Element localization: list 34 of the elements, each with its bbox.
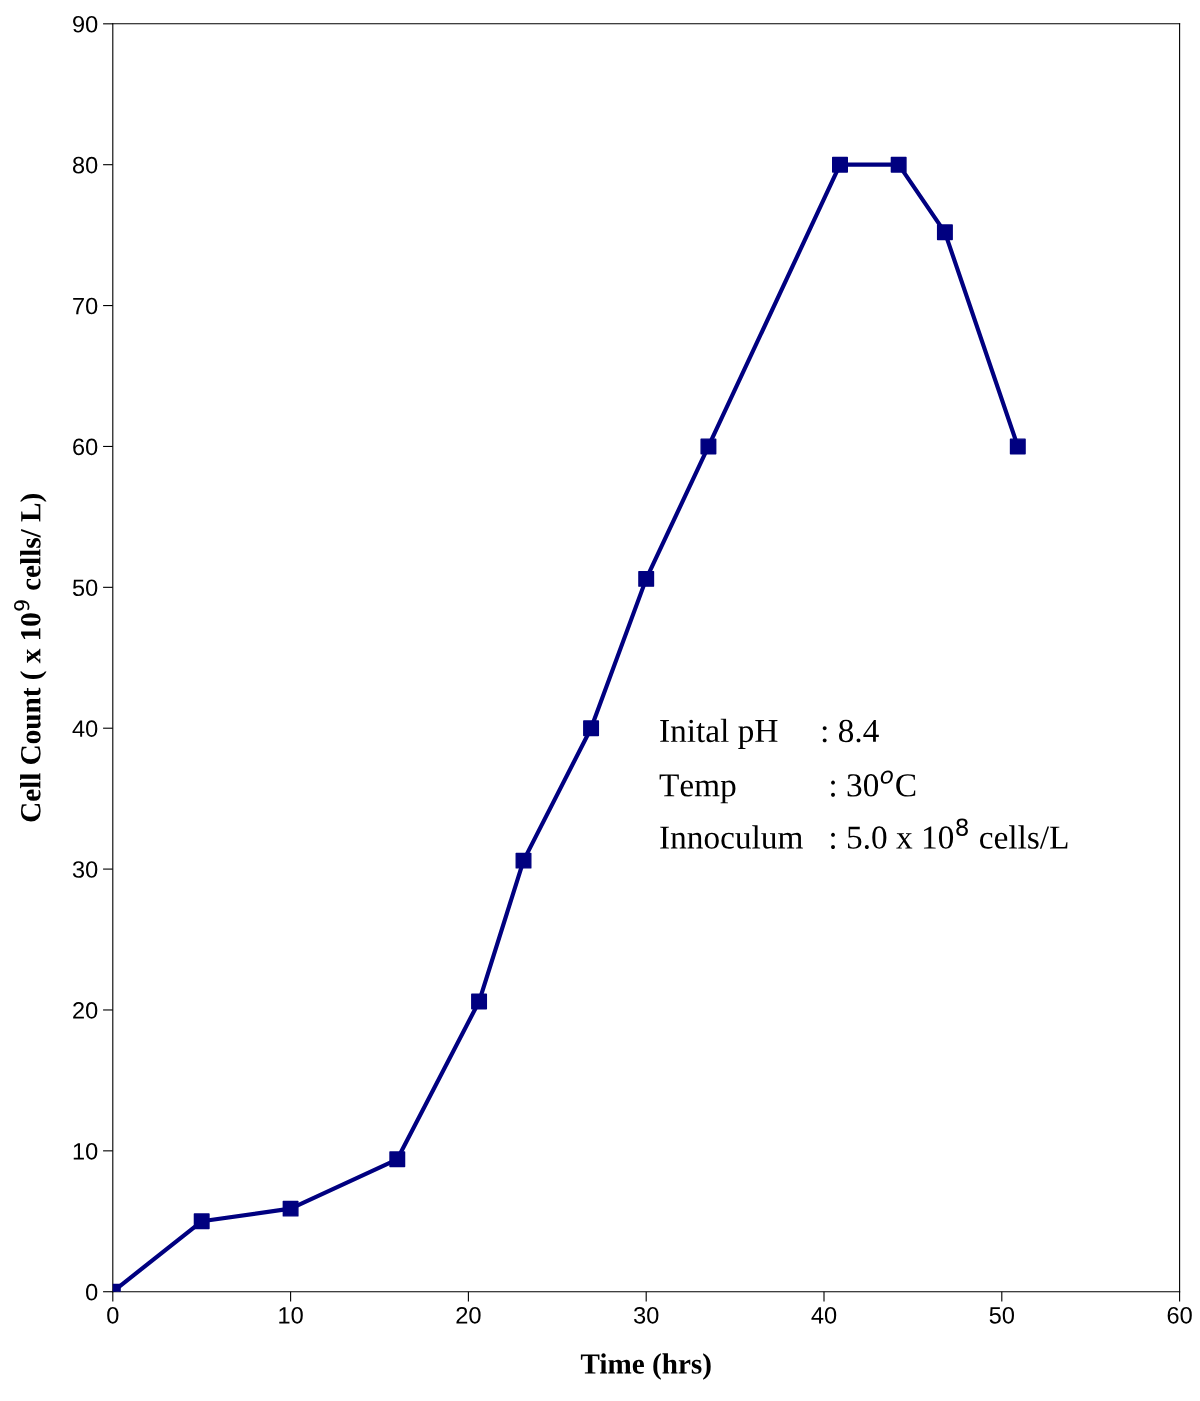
y-tick-label: 50 <box>72 579 98 597</box>
annotation: Temp : 30$^{o}$C <box>659 770 916 804</box>
point <box>638 570 655 587</box>
x-tick-label: 20 <box>456 1306 481 1324</box>
annotation: Innoculum : 5.0 x 10$^{8}$ cells/L <box>660 818 1068 849</box>
x-tick-label: 60 <box>1167 1306 1192 1324</box>
point <box>890 156 907 173</box>
point <box>471 993 488 1010</box>
y-tick-label: 60 <box>73 438 98 456</box>
x-tick-label: 0 <box>107 1306 119 1324</box>
point <box>193 1213 210 1230</box>
y-tick-label: 0 <box>86 1283 98 1301</box>
x-tick-label: 10 <box>279 1306 303 1324</box>
point <box>282 1200 299 1217</box>
x-tick-label: 40 <box>811 1306 837 1324</box>
point <box>583 720 600 737</box>
y-tick-label: 10 <box>73 1142 98 1160</box>
y-tick-label: 90 <box>73 15 98 33</box>
y-tick-label: 70 <box>73 297 98 315</box>
point <box>1009 438 1026 455</box>
x-axis-title: Time (hrs) <box>580 1353 711 1380</box>
y-tick-label: 40 <box>72 720 98 737</box>
y-tick-label: 30 <box>72 861 98 878</box>
point <box>700 438 717 455</box>
point <box>515 852 532 869</box>
point <box>936 224 953 241</box>
y-tick-label: 20 <box>73 1002 98 1019</box>
x-tick-label: 50 <box>989 1306 1015 1324</box>
point <box>389 1151 406 1168</box>
point <box>832 156 848 173</box>
x-tick-label: 30 <box>633 1306 659 1324</box>
y-tick-label: 80 <box>72 156 98 174</box>
annotation: Inital pH : 8.4 <box>660 718 879 749</box>
y-axis-title: Cell Count ( x 10$^{9}$ cells/ L) <box>14 494 47 822</box>
